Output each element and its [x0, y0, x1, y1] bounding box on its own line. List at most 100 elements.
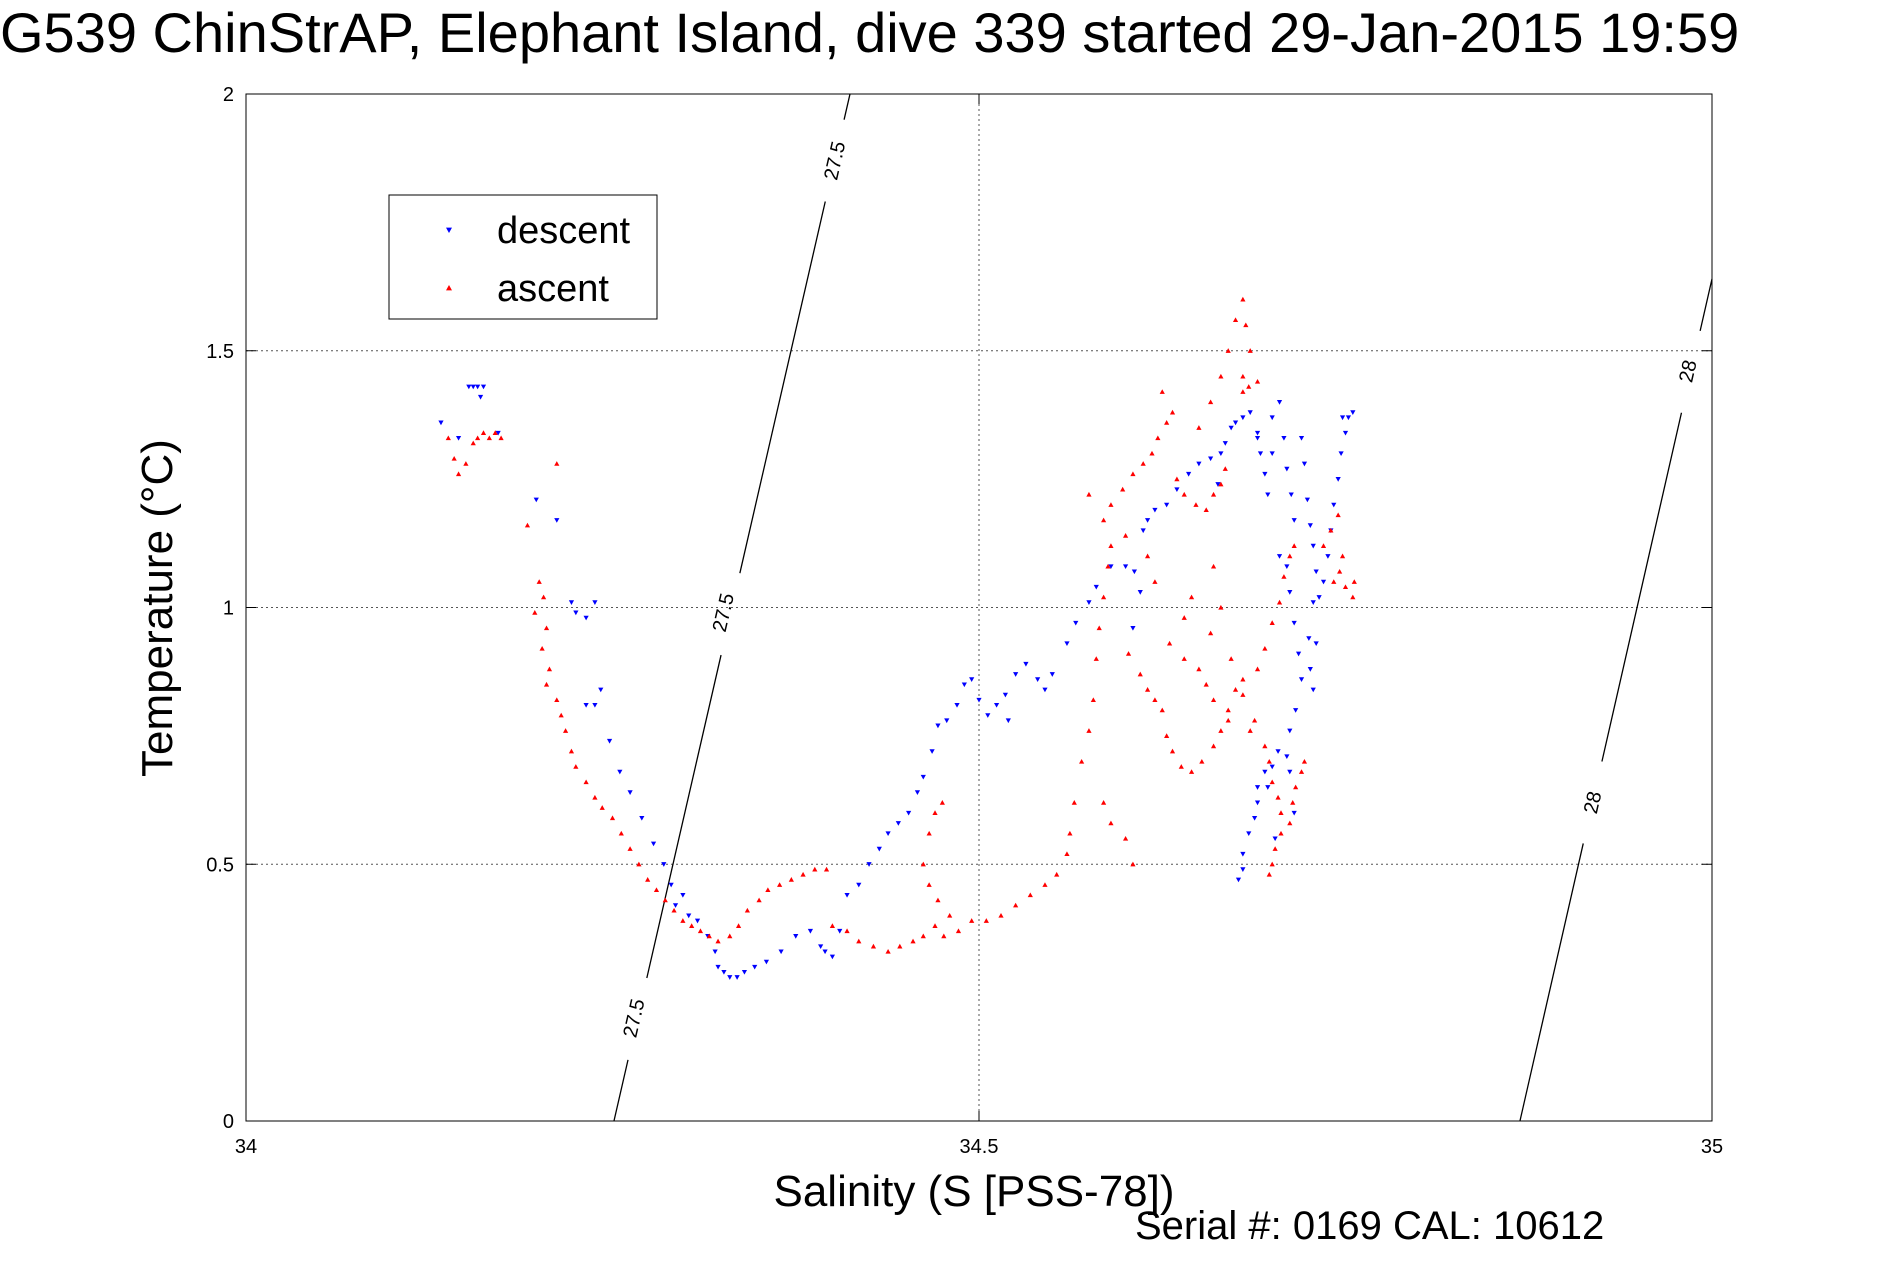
- data-point-ascent: [1108, 502, 1114, 507]
- data-point-descent: [1064, 641, 1070, 647]
- data-point-descent: [1313, 641, 1319, 647]
- data-point-descent: [592, 702, 598, 708]
- data-point-ascent: [1144, 687, 1151, 692]
- data-point-descent: [1186, 471, 1192, 477]
- data-point-descent: [1254, 435, 1261, 441]
- data-point-descent: [969, 677, 975, 682]
- data-point-ascent: [941, 933, 947, 939]
- data-point-descent: [1325, 554, 1331, 559]
- y-axis-label: Temperature (°C): [133, 439, 182, 777]
- data-point-ascent: [829, 923, 835, 928]
- data-point-ascent: [1351, 579, 1357, 584]
- data-point-ascent: [1262, 743, 1268, 749]
- data-point-descent: [1246, 831, 1252, 837]
- data-point-descent: [554, 518, 560, 523]
- data-point-descent: [1086, 600, 1092, 605]
- data-point-descent: [818, 944, 824, 950]
- data-point-descent: [438, 420, 444, 426]
- data-point-ascent: [592, 794, 598, 800]
- data-point-descent: [1005, 718, 1011, 724]
- data-point-ascent: [1269, 620, 1275, 625]
- data-point-ascent: [546, 666, 553, 672]
- data-point-ascent: [1090, 697, 1096, 703]
- data-point-ascent: [1174, 476, 1180, 482]
- data-point-ascent: [955, 928, 962, 934]
- data-point-descent: [1310, 600, 1316, 605]
- data-point-ascent: [1287, 820, 1293, 826]
- data-point-descent: [935, 723, 941, 729]
- data-point-descent: [1295, 651, 1302, 657]
- data-point-ascent: [1276, 599, 1283, 605]
- data-point-ascent: [1071, 800, 1077, 805]
- density-contour-label: 27.5: [820, 139, 850, 182]
- data-point-descent: [1240, 415, 1246, 421]
- data-point-ascent: [1210, 743, 1217, 749]
- y-tick-label: 1: [223, 598, 234, 620]
- data-point-descent: [1222, 441, 1228, 446]
- data-point-descent: [954, 702, 960, 708]
- data-point-descent: [1281, 435, 1287, 441]
- data-point-ascent: [1246, 384, 1252, 389]
- data-point-ascent: [870, 943, 877, 949]
- data-point-ascent: [1240, 389, 1246, 394]
- data-point-ascent: [1290, 800, 1296, 805]
- data-point-descent: [1287, 590, 1293, 595]
- data-point-descent: [1331, 502, 1337, 508]
- data-point-ascent: [636, 861, 642, 867]
- density-contour-line: [646, 654, 722, 979]
- data-point-descent: [837, 928, 843, 934]
- data-point-ascent: [451, 455, 457, 461]
- data-point-ascent: [939, 800, 945, 805]
- data-point-descent: [1306, 636, 1312, 641]
- data-point-descent: [1254, 785, 1261, 790]
- data-point-ascent: [1196, 666, 1202, 672]
- data-point-descent: [1291, 620, 1297, 626]
- data-point-ascent: [1210, 697, 1217, 703]
- data-point-ascent: [1225, 348, 1231, 353]
- data-point-ascent: [856, 938, 862, 944]
- data-point-descent: [1345, 415, 1352, 421]
- data-point-descent: [477, 394, 484, 400]
- data-point-descent: [639, 815, 645, 821]
- data-point-descent: [617, 769, 623, 775]
- data-point-descent: [1269, 764, 1275, 770]
- data-point-ascent: [536, 579, 542, 584]
- data-point-descent: [533, 497, 539, 503]
- data-point-ascent: [1247, 728, 1253, 733]
- data-point-ascent: [653, 887, 660, 893]
- data-point-descent: [466, 384, 472, 390]
- data-point-ascent: [609, 815, 616, 821]
- data-point-ascent: [1210, 563, 1217, 569]
- data-point-ascent: [543, 681, 550, 687]
- data-point-descent: [606, 738, 613, 744]
- density-contour-line: [1699, 278, 1713, 332]
- data-point-descent: [1108, 564, 1114, 570]
- data-point-ascent: [1243, 322, 1249, 328]
- data-point-descent: [985, 713, 991, 718]
- density-contour-label: 28: [1675, 358, 1701, 385]
- data-point-ascent: [1164, 420, 1170, 425]
- data-point-descent: [1013, 672, 1019, 677]
- data-point-ascent: [1350, 594, 1356, 600]
- x-axis-label: Salinity (S [PSS-78]): [773, 1167, 1174, 1216]
- data-point-ascent: [920, 933, 926, 939]
- data-point-descent: [627, 790, 633, 795]
- data-point-descent: [1215, 482, 1221, 487]
- data-point-ascent: [480, 430, 487, 435]
- data-point-descent: [1287, 728, 1293, 734]
- data-point-ascent: [1042, 882, 1048, 887]
- data-point-ascent: [1254, 666, 1261, 672]
- data-point-descent: [1291, 518, 1297, 523]
- data-point-descent: [1257, 451, 1264, 457]
- data-point-descent: [1342, 430, 1349, 436]
- data-point-ascent: [697, 928, 704, 934]
- data-point-ascent: [932, 810, 938, 815]
- data-point-ascent: [706, 933, 712, 939]
- data-point-descent: [1252, 815, 1258, 821]
- data-point-descent: [844, 892, 850, 898]
- data-point-descent: [715, 964, 721, 970]
- data-point-ascent: [1262, 645, 1268, 651]
- data-point-ascent: [1278, 810, 1284, 815]
- data-point-ascent: [1120, 486, 1126, 492]
- data-point-descent: [763, 959, 770, 965]
